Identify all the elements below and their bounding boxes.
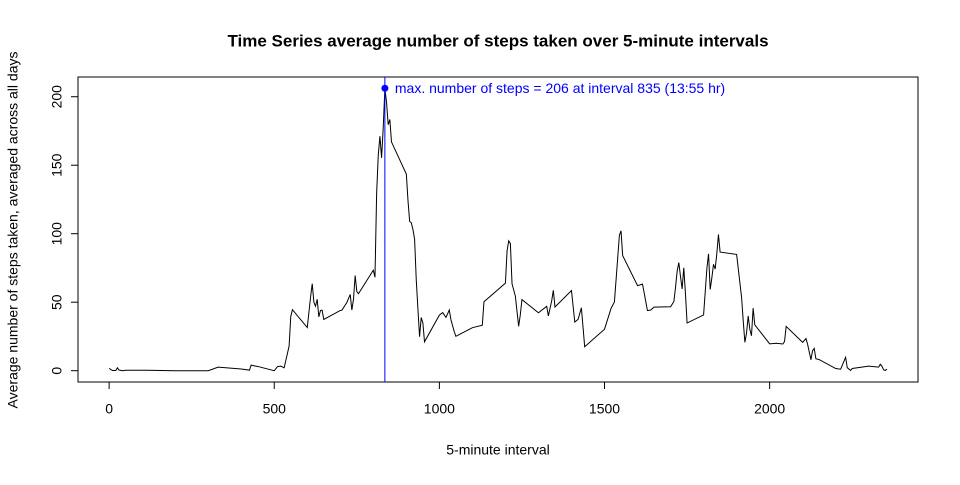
- x-tick-label: 1000: [424, 401, 455, 417]
- x-tick-label: 1500: [589, 401, 620, 417]
- chart-title: Time Series average number of steps take…: [227, 31, 768, 50]
- x-tick-label: 0: [105, 401, 113, 417]
- annotation: max. number of steps = 206 at interval 8…: [395, 80, 725, 96]
- y-tick-label: 50: [49, 294, 65, 310]
- max-point: [381, 84, 389, 92]
- x-tick-label: 2000: [754, 401, 785, 417]
- x-tick-label: 500: [263, 401, 287, 417]
- series-line: [108, 88, 888, 372]
- y-tick-label: 150: [49, 153, 65, 177]
- x-axis-label: 5-minute interval: [446, 442, 550, 458]
- y-tick-label: 100: [49, 222, 65, 246]
- y-tick-label: 0: [49, 367, 65, 375]
- y-tick-label: 200: [49, 85, 65, 109]
- y-axis-label: Average number of steps taken, averaged …: [5, 52, 21, 409]
